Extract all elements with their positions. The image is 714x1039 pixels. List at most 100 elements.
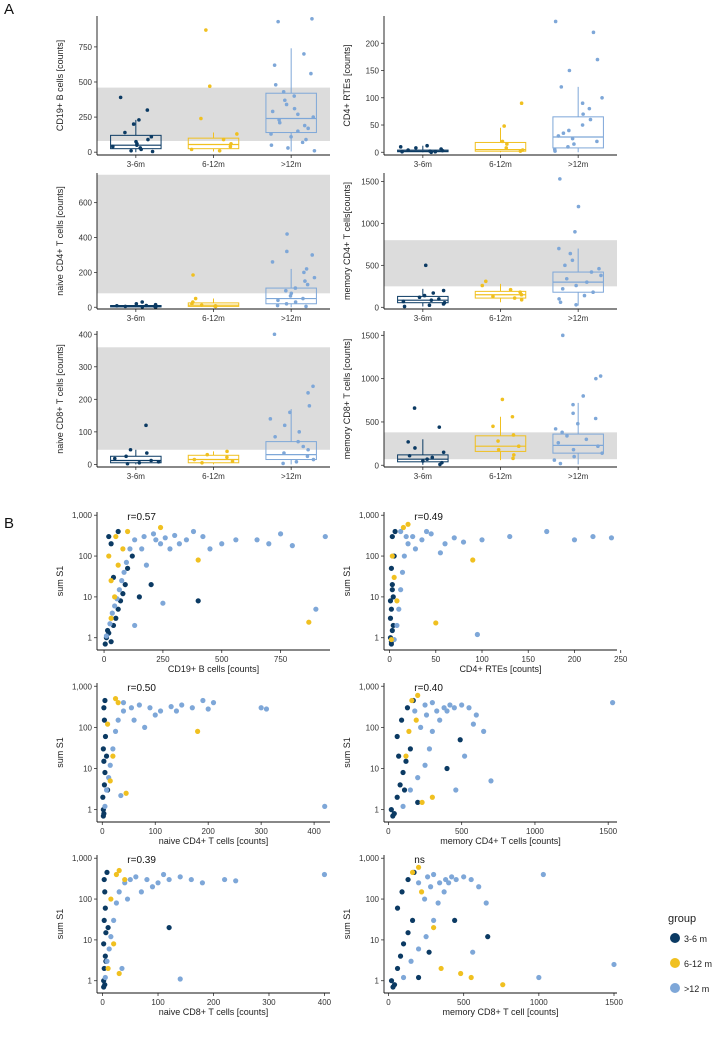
data-point — [451, 705, 457, 711]
y-tick-label: 10 — [370, 936, 379, 945]
data-point — [403, 533, 409, 540]
y-tick-label: 1,000 — [359, 854, 380, 863]
data-point — [476, 884, 482, 890]
y-tick-label: 1 — [375, 806, 380, 815]
data-point — [481, 728, 487, 734]
data-point — [553, 149, 557, 153]
data-point — [269, 132, 273, 136]
data-point — [272, 63, 277, 67]
data-point — [263, 706, 270, 712]
data-point — [293, 300, 298, 304]
data-point — [128, 447, 133, 452]
data-point — [310, 17, 314, 21]
x-tick-label: 6-12m — [202, 314, 225, 323]
data-point — [564, 276, 569, 281]
x-tick-label: 0 — [387, 655, 392, 664]
data-point — [508, 287, 513, 292]
box->12m — [552, 116, 604, 149]
box-3-6m — [397, 295, 449, 304]
data-point — [595, 139, 599, 144]
data-point — [107, 778, 113, 784]
plot-box1: 3-6m 6-12m >12m 0 250 500 750 CD19+ B cells [co… — [55, 16, 330, 169]
x-tick-label: 3-6m — [127, 160, 146, 169]
data-point — [292, 106, 297, 111]
data-point — [321, 871, 328, 878]
data-point — [195, 598, 201, 604]
data-point — [556, 134, 561, 138]
data-point — [516, 444, 521, 449]
data-point — [556, 440, 561, 445]
legend-swatch — [670, 933, 680, 943]
data-point — [590, 533, 596, 540]
x-tick-label: 3-6m — [414, 314, 433, 323]
data-point — [101, 717, 108, 723]
data-point — [426, 746, 433, 752]
data-point — [105, 924, 111, 931]
data-point — [392, 528, 398, 535]
data-point — [431, 871, 437, 878]
data-point — [142, 724, 148, 730]
data-point — [136, 594, 142, 600]
data-point — [398, 717, 405, 723]
x-tick-label: 100 — [149, 827, 163, 836]
data-point — [401, 299, 406, 304]
data-point — [591, 30, 596, 35]
data-point — [277, 118, 281, 122]
data-point — [412, 406, 417, 410]
data-point — [101, 758, 107, 764]
x-tick-label: 50 — [431, 655, 440, 664]
data-point — [390, 622, 396, 629]
data-point — [512, 296, 517, 300]
data-point — [398, 587, 404, 593]
y-tick-label: 1,000 — [359, 682, 380, 691]
data-point — [594, 376, 598, 381]
data-point — [449, 874, 455, 880]
data-point — [200, 697, 206, 704]
data-point — [118, 95, 123, 100]
y-tick-label: 1500 — [361, 331, 379, 340]
data-point — [136, 702, 142, 708]
data-point — [429, 150, 434, 155]
data-point — [270, 260, 275, 264]
data-point — [305, 454, 310, 459]
data-point — [113, 533, 119, 540]
data-point — [399, 889, 405, 895]
box-6-12m — [187, 137, 240, 150]
y-tick-label: 10 — [370, 593, 379, 602]
data-point — [400, 803, 406, 809]
data-point — [470, 949, 476, 955]
y-tick-label: 500 — [366, 261, 380, 270]
y-axis-label: sum S1 — [342, 909, 352, 940]
data-point — [596, 444, 600, 449]
data-point — [397, 782, 403, 788]
data-point — [149, 458, 153, 463]
y-tick-label: 0 — [375, 461, 380, 470]
data-point — [500, 982, 506, 988]
data-point — [120, 546, 126, 552]
data-point — [424, 874, 431, 880]
data-point — [107, 621, 113, 627]
data-point — [276, 298, 280, 303]
y-tick-label: 0 — [375, 303, 380, 312]
data-point — [145, 451, 149, 455]
x-axis-label: CD4+ RTEs [counts] — [459, 664, 541, 674]
y-tick-label: 250 — [79, 113, 93, 122]
box->12m — [265, 441, 317, 461]
data-point — [134, 301, 139, 306]
data-point — [510, 414, 515, 419]
x-tick-label: >12m — [281, 472, 302, 481]
data-point — [110, 746, 116, 752]
data-point — [544, 528, 550, 535]
data-point — [588, 117, 593, 122]
data-point — [428, 884, 434, 890]
data-point — [608, 535, 615, 541]
data-point — [312, 275, 317, 280]
x-tick-label: 400 — [318, 998, 332, 1007]
plot-sc6: 0 500 1000 1500 memory CD8+ T cell [counts] n… — [342, 854, 623, 1017]
data-point — [309, 71, 313, 76]
x-tick-label: >12m — [568, 160, 589, 169]
data-point — [103, 753, 110, 759]
y-axis-label: sum S1 — [55, 737, 65, 768]
data-point — [217, 148, 222, 153]
data-point — [410, 533, 416, 540]
